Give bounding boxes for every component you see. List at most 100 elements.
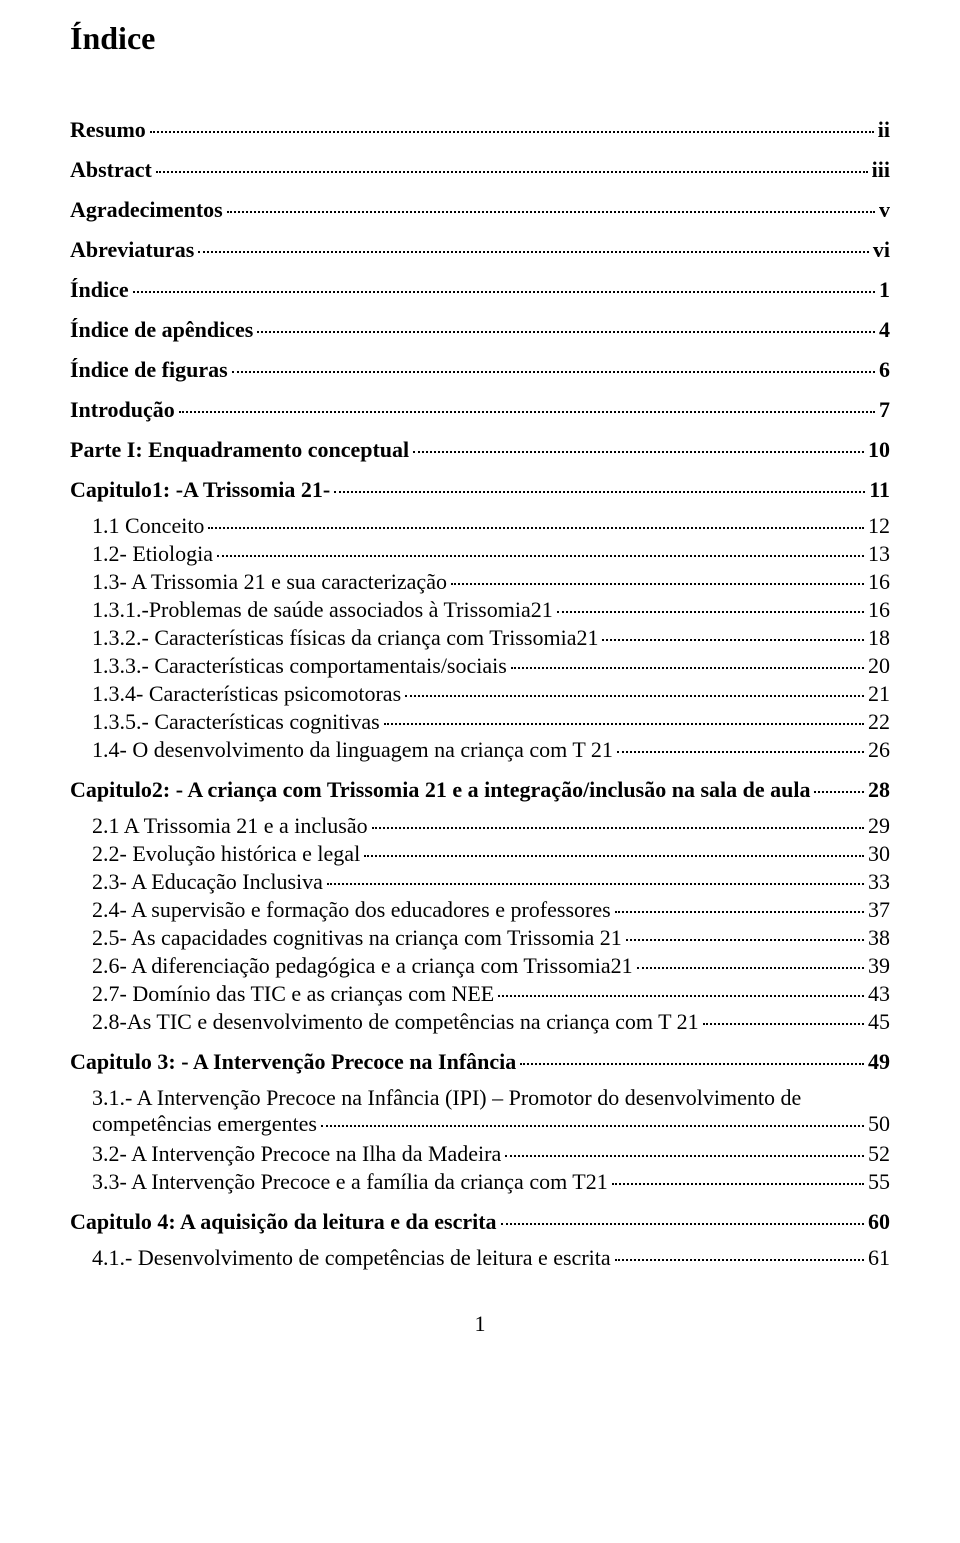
toc-label: 4.1.- Desenvolvimento de competências de… [92,1245,611,1271]
toc-page: ii [878,117,890,143]
toc-entry: Introdução7 [70,397,890,423]
toc-page: 12 [868,513,890,539]
toc-label: 2.6- A diferenciação pedagógica e a cria… [92,953,633,979]
toc-leader [814,790,864,793]
toc-entry: Índice de figuras6 [70,357,890,383]
toc-label: 1.3.3.- Características comportamentais/… [92,653,507,679]
toc-label: 1.3- A Trissomia 21 e sua caracterização [92,569,447,595]
toc-leader [511,666,864,669]
toc-leader [232,370,875,373]
toc-label: 3.2- A Intervenção Precoce na Ilha da Ma… [92,1141,501,1167]
toc-page: 16 [868,597,890,623]
toc-leader [451,582,864,585]
toc-page: 61 [868,1245,890,1271]
toc-entry: 2.3- A Educação Inclusiva 33 [70,869,890,895]
toc-entry: 1.1 Conceito12 [70,513,890,539]
toc-leader [327,882,864,885]
toc-label: Capitulo2: - A criança com Trissomia 21 … [70,777,810,803]
toc-page: 26 [868,737,890,763]
toc-leader [150,130,874,133]
toc-page: 22 [868,709,890,735]
toc-page: iii [872,157,890,183]
toc-label: Parte I: Enquadramento conceptual [70,437,409,463]
toc-label: 1.4- O desenvolvimento da linguagem na c… [92,737,613,763]
toc-leader [615,1258,864,1261]
toc-page: 52 [868,1141,890,1167]
toc-page: 49 [868,1049,890,1075]
toc-label: 3.3- A Intervenção Precoce e a família d… [92,1169,608,1195]
toc-leader [520,1062,864,1065]
toc-label: 2.3- A Educação Inclusiva [92,869,323,895]
toc-label: 1.3.1.-Problemas de saúde associados à T… [92,597,553,623]
doc-title: Índice [70,20,890,57]
toc-root: ResumoiiAbstractiiiAgradecimentosvAbrevi… [70,117,890,1271]
toc-leader [208,526,864,529]
toc-leader [227,210,875,213]
toc-label: Capitulo1: -A Trissomia 21- [70,477,330,503]
toc-entry: 2.1 A Trissomia 21 e a inclusão 29 [70,813,890,839]
toc-entry: 4.1.- Desenvolvimento de competências de… [70,1245,890,1271]
toc-leader [637,966,864,969]
toc-page: 33 [868,869,890,895]
toc-entry: 1.3.5.- Características cognitivas 22 [70,709,890,735]
toc-leader [557,610,864,613]
toc-page: 4 [879,317,890,343]
toc-page: 37 [868,897,890,923]
toc-entry: Índice1 [70,277,890,303]
toc-label: 2.5- As capacidades cognitivas na crianç… [92,925,622,951]
toc-page: 11 [869,477,890,503]
toc-label: Índice [70,277,129,303]
toc-label: 1.3.5.- Características cognitivas [92,709,380,735]
toc-page: v [879,197,890,223]
toc-label: 3.1.- A Intervenção Precoce na Infância … [92,1085,890,1111]
toc-entry: Parte I: Enquadramento conceptual 10 [70,437,890,463]
toc-entry: 3.3- A Intervenção Precoce e a família d… [70,1169,890,1195]
toc-label: Abstract [70,157,152,183]
toc-entry: Agradecimentosv [70,197,890,223]
toc-page: 38 [868,925,890,951]
toc-page: 28 [868,777,890,803]
toc-page: 45 [868,1009,890,1035]
toc-label: competências emergentes [92,1111,317,1137]
toc-leader [602,638,864,641]
toc-entry: 2.5- As capacidades cognitivas na crianç… [70,925,890,951]
toc-page: 7 [879,397,890,423]
toc-leader [612,1182,864,1185]
toc-label: 2.1 A Trissomia 21 e a inclusão [92,813,368,839]
toc-entry: 1.2- Etiologia 13 [70,541,890,567]
toc-entry: 3.1.- A Intervenção Precoce na Infância … [70,1085,890,1137]
toc-page: 16 [868,569,890,595]
toc-leader [364,854,864,857]
toc-entry: 2.8-As TIC e desenvolvimento de competên… [70,1009,890,1035]
toc-page: 20 [868,653,890,679]
toc-label: 2.7- Domínio das TIC e as crianças com N… [92,981,494,1007]
toc-label: 2.8-As TIC e desenvolvimento de competên… [92,1009,699,1035]
toc-entry: 2.6- A diferenciação pedagógica e a cria… [70,953,890,979]
toc-label: 1.2- Etiologia [92,541,213,567]
toc-entry: Capitulo1: -A Trissomia 21- 11 [70,477,890,503]
toc-leader [384,722,864,725]
toc-entry: 1.3.3.- Características comportamentais/… [70,653,890,679]
toc-line: competências emergentes50 [92,1111,890,1137]
toc-entry: Capitulo 4: A aquisição da leitura e da … [70,1209,890,1235]
toc-entry: Capitulo 3: - A Intervenção Precoce na I… [70,1049,890,1075]
toc-leader [501,1222,864,1225]
toc-label: 1.3.2.- Características físicas da crian… [92,625,598,651]
toc-label: 2.4- A supervisão e formação dos educado… [92,897,611,923]
toc-leader [217,554,864,557]
toc-entry: 3.2- A Intervenção Precoce na Ilha da Ma… [70,1141,890,1167]
toc-leader [179,410,875,413]
toc-page: 43 [868,981,890,1007]
toc-page: 10 [868,437,890,463]
toc-page: 13 [868,541,890,567]
toc-page: 29 [868,813,890,839]
toc-entry: 1.3.4- Características psicomotoras21 [70,681,890,707]
toc-leader [413,450,864,453]
toc-entry: 1.3.2.- Características físicas da crian… [70,625,890,651]
toc-leader [156,170,868,173]
toc-leader [321,1124,864,1127]
toc-leader [498,994,864,997]
toc-leader [626,938,864,941]
toc-leader [405,694,864,697]
toc-label: Capitulo 4: A aquisição da leitura e da … [70,1209,497,1235]
